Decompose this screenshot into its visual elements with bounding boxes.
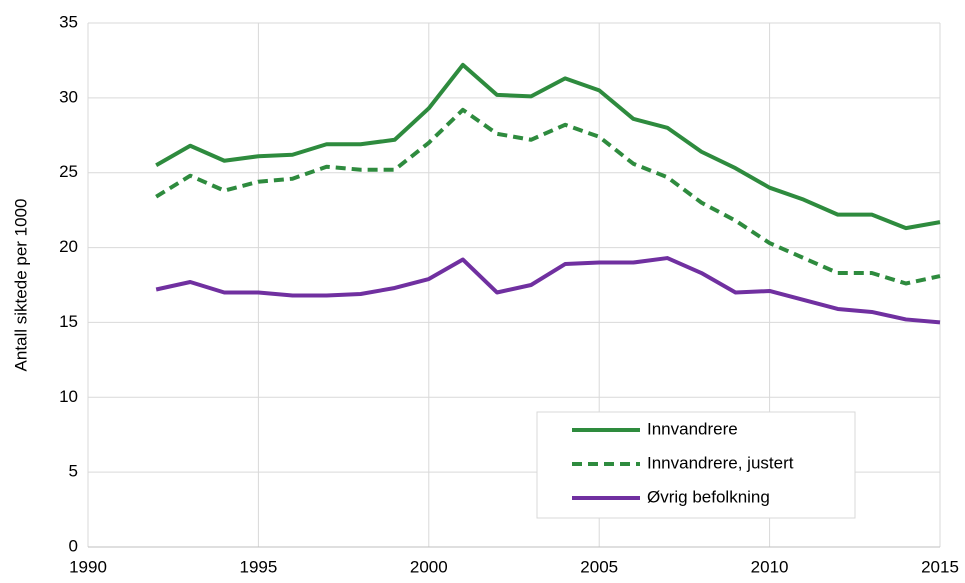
y-tick-label: 15 [59,312,78,331]
legend-label: Innvandrere [647,419,738,438]
legend-label: Innvandrere, justert [647,453,794,472]
line-series [155,256,941,325]
y-tick-label: 0 [69,536,78,555]
y-tick-label: 10 [59,387,78,406]
y-tick-label: 25 [59,162,78,181]
x-tick-label: 2000 [410,557,448,576]
x-tick-label: 2010 [751,557,789,576]
x-tick-label: 1990 [69,557,107,576]
x-tick-label: 2005 [580,557,618,576]
y-axis-label: Antall siktede per 1000 [11,199,30,372]
legend-label: Øvrig befolkning [647,487,770,506]
y-tick-label: 30 [59,87,78,106]
y-tick-label: 35 [59,12,78,31]
line-series [155,107,941,286]
x-tick-label: 2015 [921,557,959,576]
line-series [155,62,941,231]
x-tick-label: 1995 [239,557,277,576]
y-tick-label: 5 [69,462,78,481]
y-tick-label: 20 [59,237,78,256]
